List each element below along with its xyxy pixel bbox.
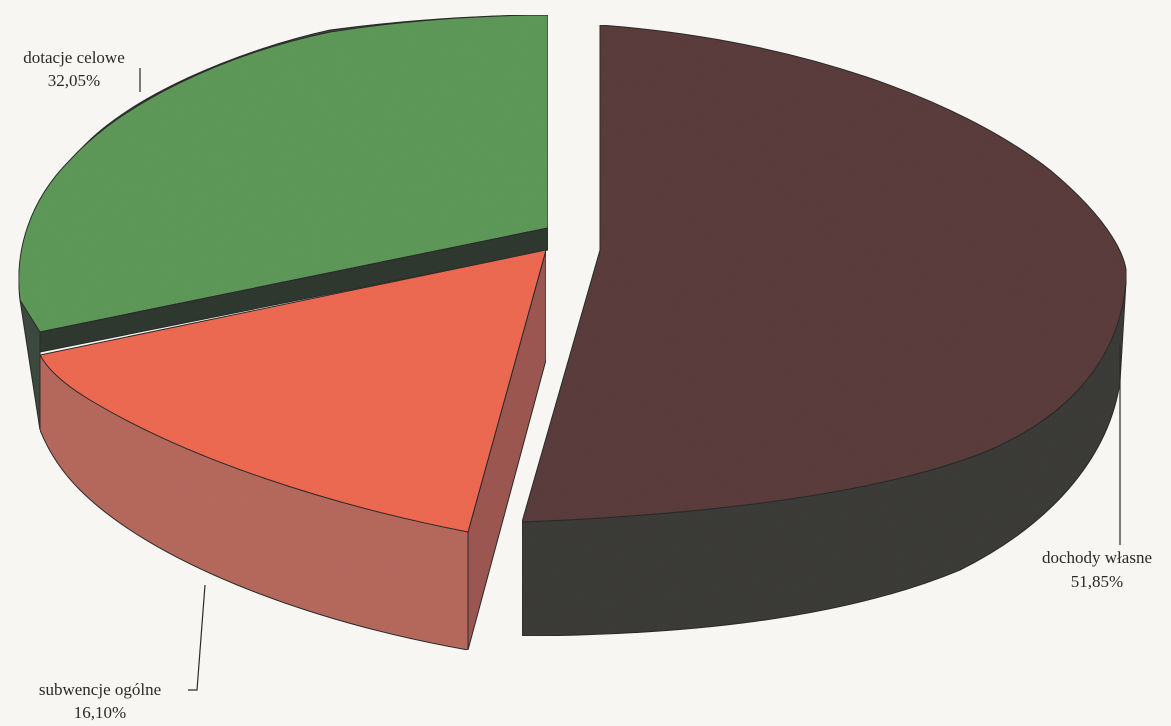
slice-subwencje-ogolne xyxy=(39,249,547,651)
slice-dotacje-celowe xyxy=(18,14,549,431)
slice-dochody-wlasne-top xyxy=(521,24,1127,523)
leader-line-subwencje-ogolne xyxy=(188,584,206,691)
slice-dotacje-celowe-top xyxy=(18,14,549,333)
data-label-subwencje-ogolne-name: subwencje ogólne xyxy=(39,680,161,699)
data-label-dochody-wlasne-name: dochody własne xyxy=(1042,548,1152,567)
slice-dochody-wlasne xyxy=(521,24,1127,637)
data-label-dotacje-celowe-value: 32,05% xyxy=(48,71,100,90)
data-label-dotacje-celowe-name: dotacje celowe xyxy=(23,48,124,67)
slice-dotacje-celowe-inner-wall xyxy=(39,227,549,353)
data-label-subwencje-ogolne-value: 16,10% xyxy=(74,703,126,721)
data-label-dochody-wlasne-value: 51,85% xyxy=(1071,572,1123,591)
slice-subwencje-ogolne-top xyxy=(39,249,547,533)
